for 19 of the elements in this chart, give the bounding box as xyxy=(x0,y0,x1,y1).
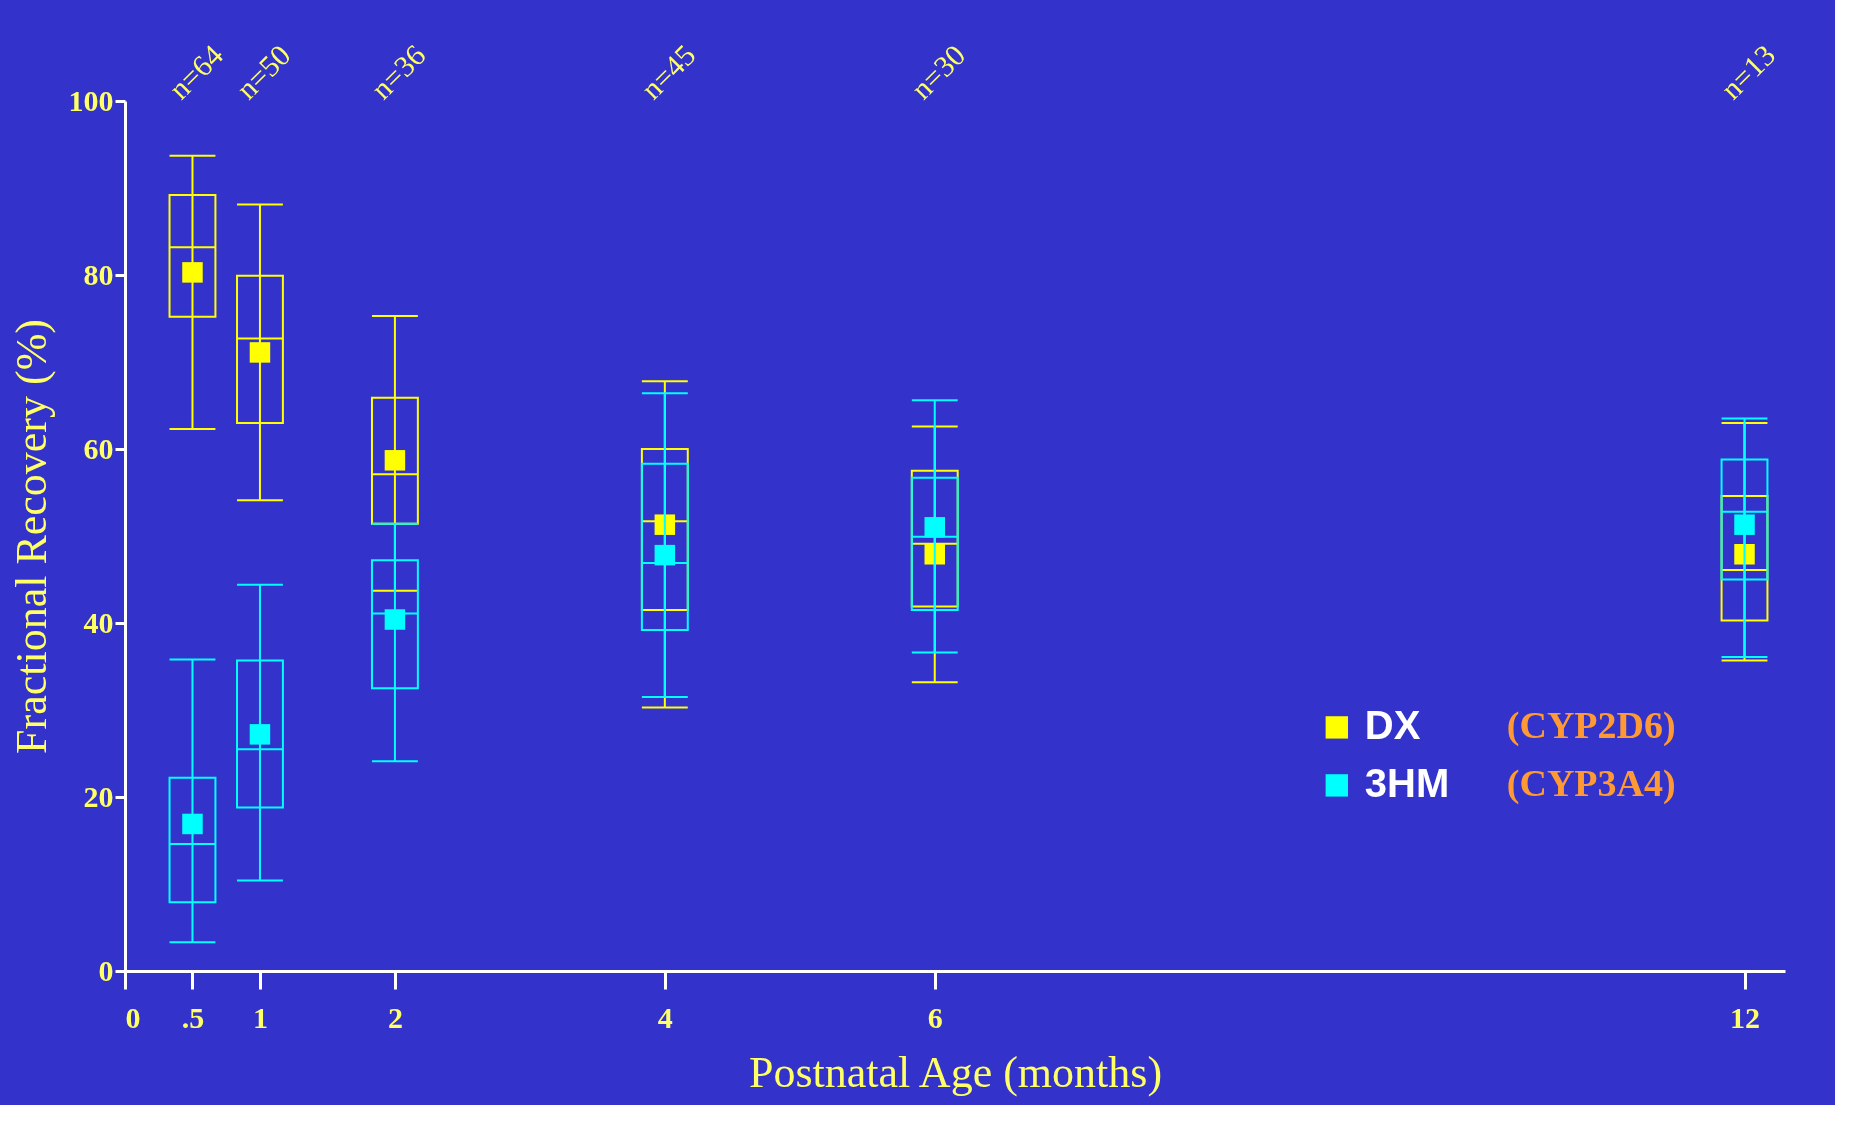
x-tick-label: .5 xyxy=(181,1000,205,1034)
x-tick-label: 1 xyxy=(252,1000,268,1034)
x-tick-label: 4 xyxy=(657,1000,673,1034)
annotation: (CYP2D6) xyxy=(1506,704,1676,748)
x-tick-label: 6 xyxy=(927,1000,943,1034)
y-tick-label: 40 xyxy=(83,605,114,639)
x-tick-label: 12 xyxy=(1730,1000,1761,1034)
legend-label: 3HM xyxy=(1364,761,1450,806)
y-tick-label: 0 xyxy=(98,953,114,987)
legend-label: DX xyxy=(1364,703,1421,748)
x-axis-title: Postnatal Age (months) xyxy=(748,1047,1163,1097)
y-axis-title: Fractional Recovery (%) xyxy=(6,319,56,754)
x-tick-label: 0 xyxy=(125,1000,141,1034)
y-tick-label: 60 xyxy=(83,431,114,465)
annotation: (CYP3A4) xyxy=(1506,762,1676,806)
y-tick-label: 100 xyxy=(68,83,114,117)
y-tick-label: 80 xyxy=(83,257,114,291)
y-tick-label: 20 xyxy=(83,779,114,813)
x-tick-label: 2 xyxy=(387,1000,403,1034)
